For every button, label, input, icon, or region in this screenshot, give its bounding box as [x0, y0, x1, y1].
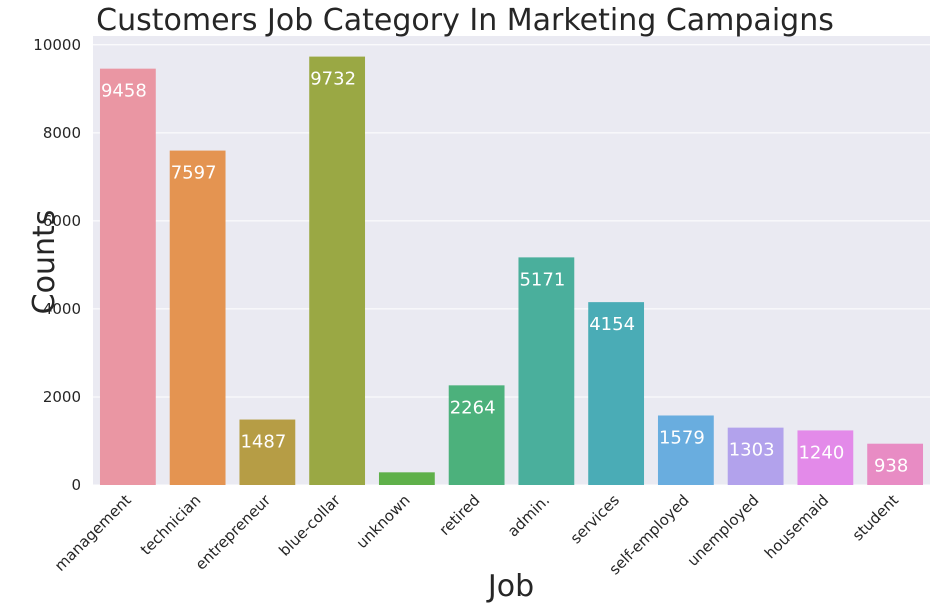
bar-value-label: 7597 [171, 163, 217, 184]
bar-value-label: 1487 [240, 432, 286, 453]
x-tick-label: student [849, 491, 902, 544]
bar-student [867, 443, 924, 485]
bar-value-label: 1240 [798, 442, 844, 463]
bar-retired [448, 385, 505, 485]
x-tick-label: unknown [353, 491, 414, 552]
x-tick-label: technician [137, 491, 205, 559]
x-tick-label: admin. [504, 491, 553, 540]
y-axis-label: Counts [27, 210, 62, 315]
y-tick-label: 2000 [43, 388, 81, 406]
y-tick-labels: 0 2000 4000 6000 8000 10000 [33, 36, 81, 494]
x-tick-label: entrepreneur [192, 491, 275, 574]
y-tick-label: 4000 [43, 300, 81, 318]
bar-unknown [378, 472, 435, 485]
x-axis-label: Job [486, 569, 534, 604]
gridlines [93, 44, 930, 486]
x-tick-label: services [567, 491, 623, 547]
bar-blue-collar [309, 56, 366, 486]
bar-housemaid [797, 430, 854, 485]
x-tick-label: management [51, 491, 135, 575]
bar-entrepreneur [239, 419, 296, 485]
bar-management [99, 68, 156, 486]
bar-self-employed [657, 415, 714, 485]
bar-value-label: 1303 [729, 440, 775, 461]
bar-value-label: 4154 [589, 314, 635, 335]
x-tick-label: housemaid [761, 491, 832, 562]
bar-admin [518, 257, 575, 485]
y-tick-label: 10000 [33, 36, 81, 54]
bar-value-label: 9732 [310, 69, 356, 90]
bar-technician [169, 150, 226, 485]
bar-value-label: 5171 [519, 269, 565, 290]
plot-background [93, 36, 930, 485]
bars-group: 9458 7597 1487 9732 2264 5171 4154 1579 1303 1240… [99, 56, 924, 486]
bar-unemployed [727, 427, 784, 485]
bar-services [588, 302, 645, 485]
y-tick-label: 6000 [43, 212, 81, 230]
bar-value-label: 938 [874, 456, 908, 477]
x-tick-label: blue-collar [275, 491, 344, 560]
bar-value-label: 2264 [450, 397, 496, 418]
y-tick-label: 8000 [43, 124, 81, 142]
y-tick-label: 0 [71, 476, 81, 494]
chart-title: Customers Job Category In Marketing Camp… [96, 3, 834, 38]
x-tick-label: retired [436, 491, 484, 539]
bar-value-label: 9458 [101, 81, 147, 102]
x-tick-label: unemployed [684, 491, 763, 570]
bar-value-label: 1579 [659, 427, 705, 448]
